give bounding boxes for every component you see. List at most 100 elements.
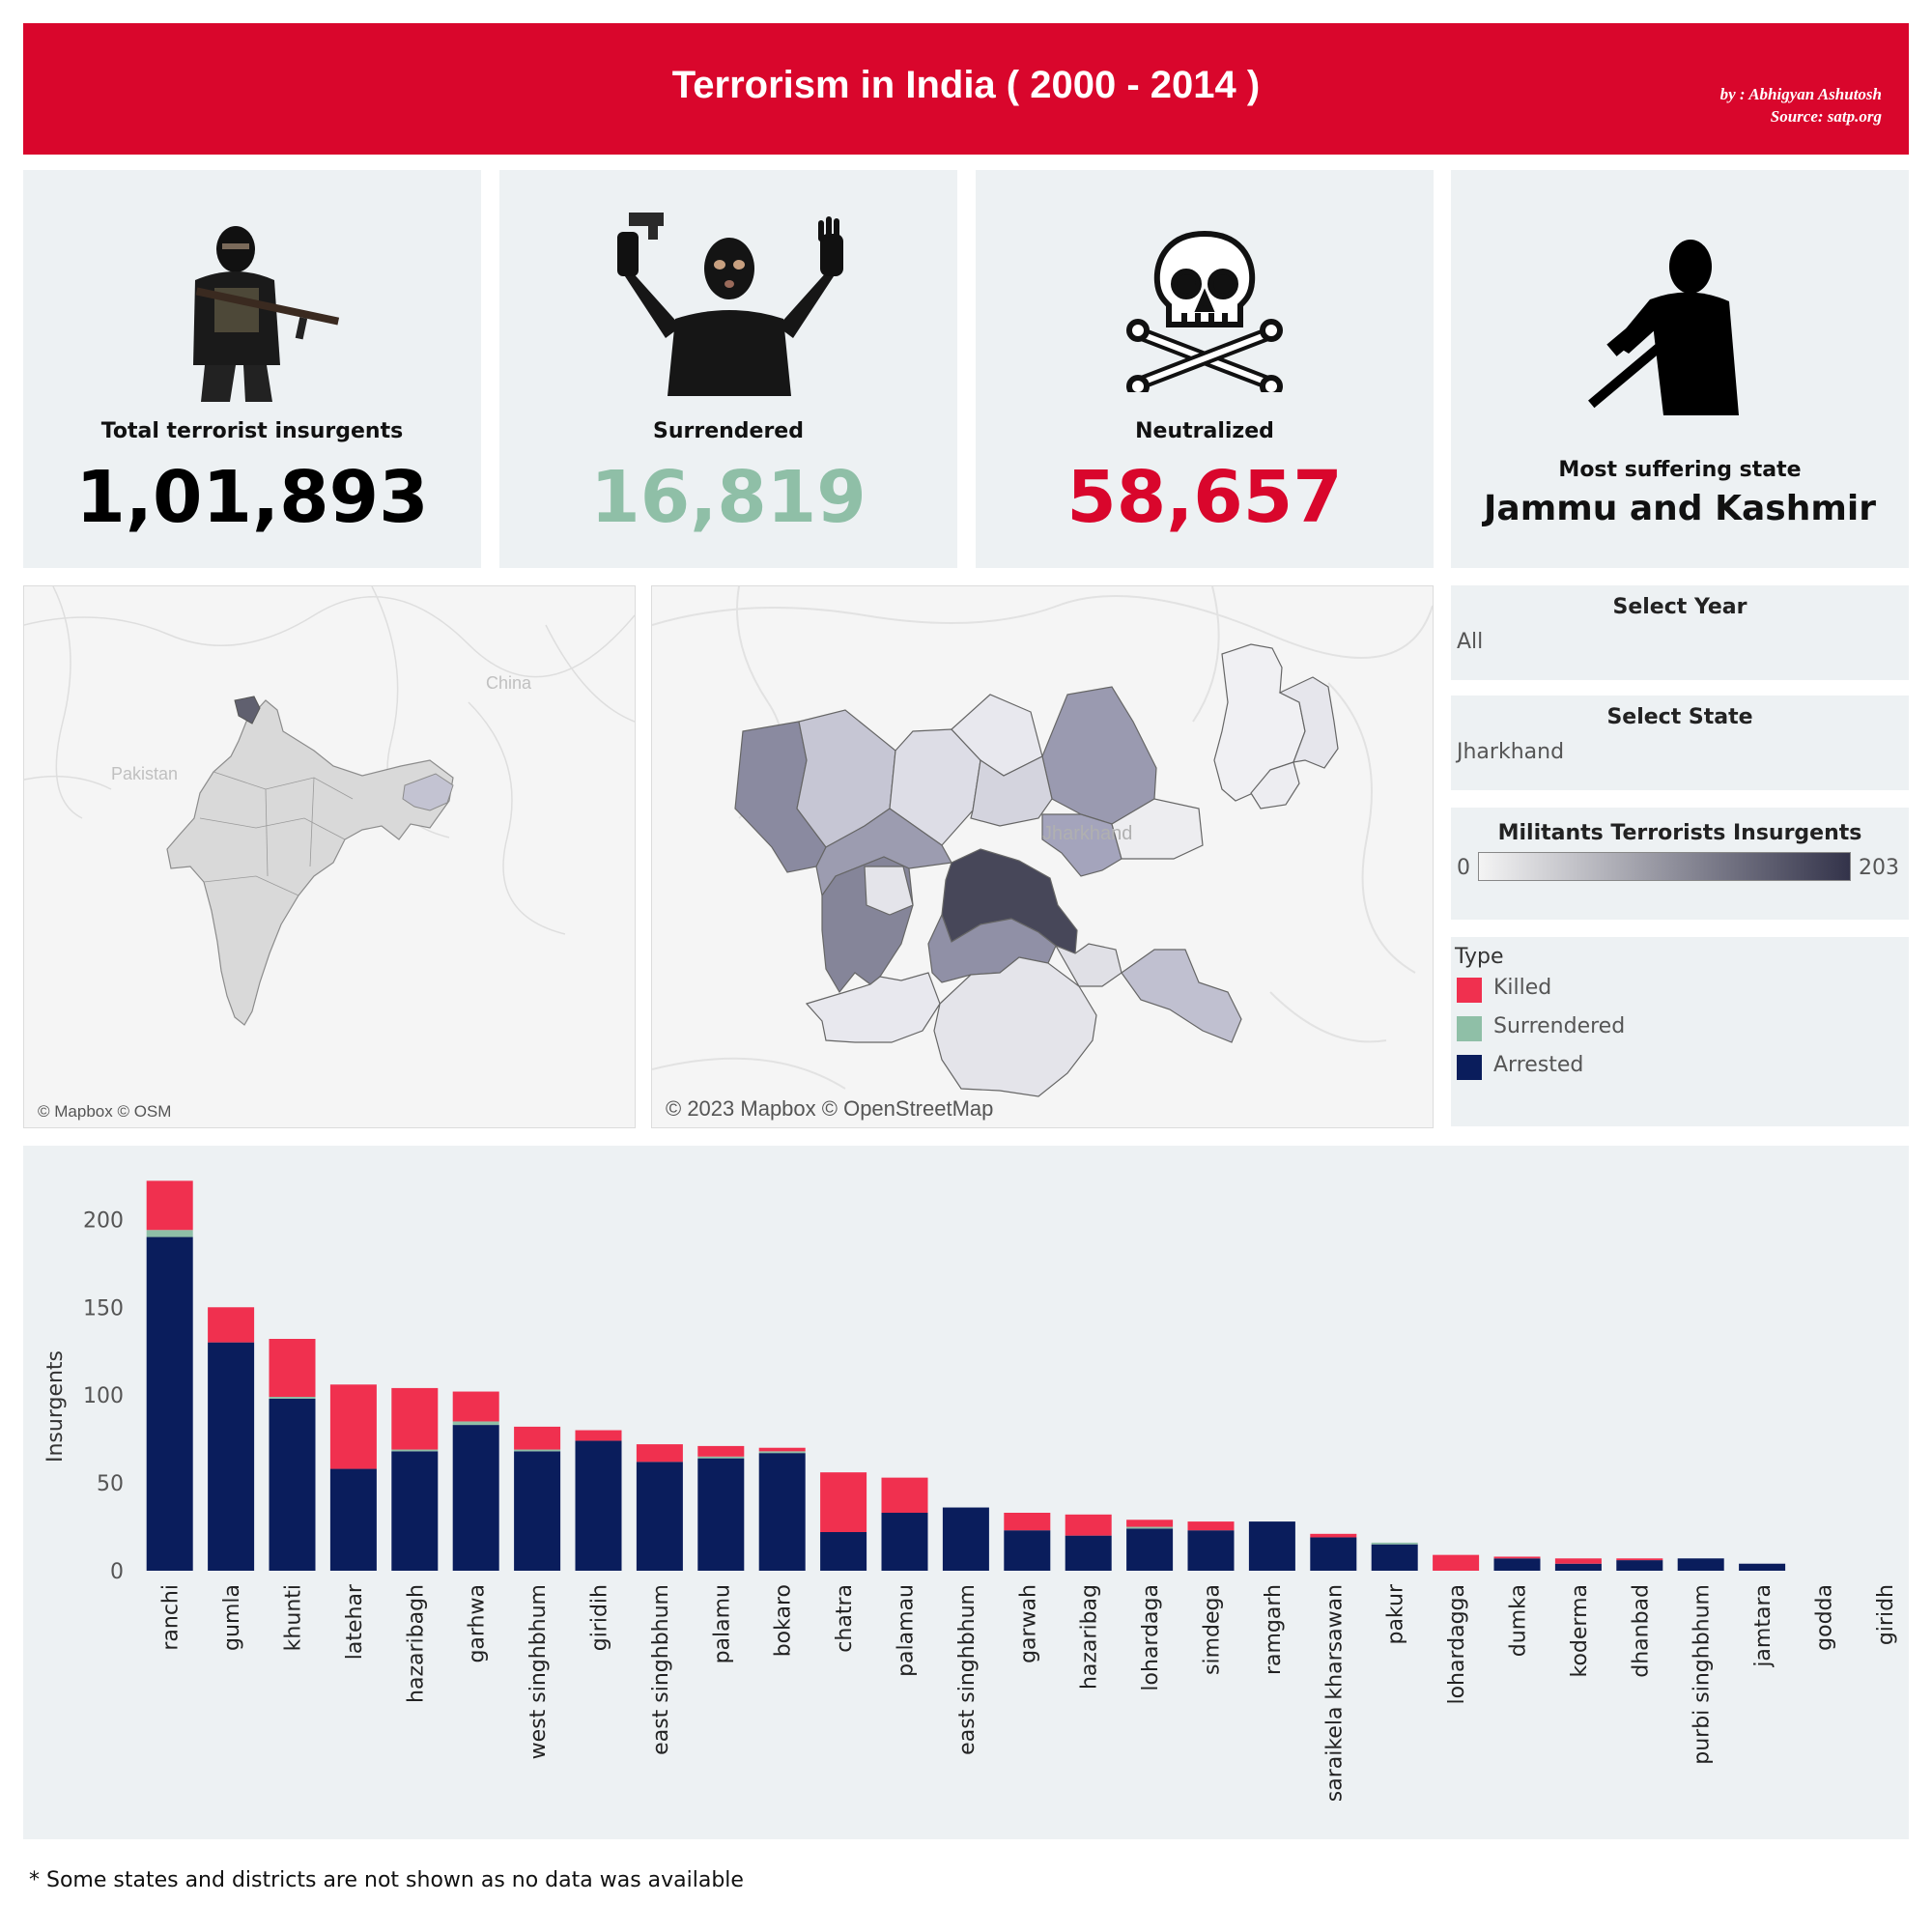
bar-killed[interactable] (146, 1180, 193, 1231)
state-map-credit: © 2023 Mapbox © OpenStreetMap (666, 1096, 994, 1121)
bar-killed[interactable] (1004, 1513, 1051, 1531)
bar-arrested[interactable] (452, 1425, 499, 1571)
bar-killed[interactable] (329, 1384, 377, 1469)
type-legend-title: Type (1455, 945, 1504, 969)
bar-killed[interactable] (1126, 1520, 1174, 1527)
bar-killed[interactable] (1554, 1558, 1602, 1564)
bar-killed[interactable] (881, 1477, 928, 1513)
select-year-value[interactable]: All (1457, 630, 1484, 654)
bar-arrested[interactable] (269, 1398, 316, 1571)
select-year-filter[interactable]: Select Year All (1451, 585, 1909, 680)
bar-killed[interactable] (1616, 1558, 1663, 1561)
bar-killed[interactable] (1065, 1514, 1112, 1536)
bar-arrested[interactable] (758, 1453, 806, 1571)
legend-label-arrested[interactable]: Arrested (1493, 1053, 1584, 1077)
bar-arrested[interactable] (1065, 1535, 1112, 1571)
bar-killed[interactable] (1493, 1556, 1541, 1559)
color-legend-ramp (1478, 852, 1851, 881)
legend-label-killed[interactable]: Killed (1493, 976, 1552, 1000)
x-tick-label: chatra (833, 1584, 857, 1653)
bar-arrested[interactable] (1248, 1521, 1295, 1571)
legend-swatch-arrested[interactable] (1457, 1055, 1482, 1080)
state-map[interactable]: Jharkhand © 2023 Mapbox © OpenStreetMap (651, 585, 1434, 1128)
map-label-china: China (486, 673, 532, 693)
y-tick-label: 100 (83, 1384, 124, 1408)
bar-killed[interactable] (391, 1387, 439, 1450)
x-tick-label: east singhbhum (649, 1584, 673, 1755)
map-label-jharkhand: Jharkhand (1042, 823, 1132, 844)
india-map-credit: © Mapbox © OSM (38, 1102, 172, 1121)
bar-arrested[interactable] (1004, 1530, 1051, 1571)
select-state-value[interactable]: Jharkhand (1457, 740, 1565, 764)
bar-killed[interactable] (269, 1339, 316, 1397)
bar-arrested[interactable] (575, 1440, 622, 1571)
kpi-card-surrendered: Surrendered 16,819 (499, 170, 957, 568)
bar-killed[interactable] (820, 1472, 867, 1532)
bar-surrendered[interactable] (269, 1397, 316, 1399)
bar-arrested[interactable] (208, 1342, 255, 1571)
legend-swatch-surrendered[interactable] (1457, 1016, 1482, 1041)
bar-arrested[interactable] (514, 1451, 561, 1571)
bar-arrested[interactable] (1616, 1560, 1663, 1571)
bar-surrendered[interactable] (1371, 1542, 1418, 1545)
bar-arrested[interactable] (1493, 1558, 1541, 1571)
india-map-canvas: China Pakistan (23, 585, 636, 1026)
bar-arrested[interactable] (820, 1532, 867, 1571)
y-tick-label: 200 (83, 1208, 124, 1233)
select-state-filter[interactable]: Select State Jharkhand (1451, 696, 1909, 790)
select-year-title: Select Year (1612, 595, 1747, 619)
soldier-silhouette-icon (1575, 238, 1768, 419)
map-label-pakistan: Pakistan (111, 764, 178, 783)
kpi-neutralized-value: 58,657 (1066, 456, 1343, 539)
legend-label-surrendered[interactable]: Surrendered (1493, 1014, 1626, 1038)
bar-killed[interactable] (452, 1391, 499, 1422)
bar-chart: 0 50 100 150 200 Insurgents ranchi gumla khunti l… (43, 1180, 1898, 1802)
bar-surrendered[interactable] (697, 1456, 745, 1459)
byline-source: Source: satp.org (1770, 107, 1882, 126)
bar-arrested[interactable] (391, 1451, 439, 1571)
bar-arrested[interactable] (329, 1468, 377, 1571)
kpi-card-total: Total terrorist insurgents 1,01,893 (23, 170, 481, 568)
bar-surrendered[interactable] (758, 1451, 806, 1454)
bar-killed[interactable] (1433, 1554, 1480, 1571)
bar-killed[interactable] (1187, 1521, 1235, 1531)
bar-arrested[interactable] (1739, 1563, 1786, 1571)
select-state-title: Select State (1606, 705, 1753, 729)
y-tick-label: 0 (110, 1560, 124, 1584)
bar-surrendered[interactable] (391, 1449, 439, 1452)
skull-crossbones-icon (1122, 228, 1287, 398)
color-legend-min: 0 (1457, 856, 1470, 880)
bar-arrested[interactable] (1310, 1537, 1357, 1571)
bar-arrested[interactable] (881, 1513, 928, 1571)
bar-arrested[interactable] (1371, 1544, 1418, 1571)
bar-killed[interactable] (208, 1307, 255, 1343)
bar-surrendered[interactable] (1126, 1526, 1174, 1529)
kpi-most-suffering-label: Most suffering state (1558, 458, 1802, 482)
bar-surrendered[interactable] (514, 1449, 561, 1452)
bar-arrested[interactable] (1126, 1528, 1174, 1571)
bar-arrested[interactable] (1677, 1558, 1724, 1571)
bar-killed[interactable] (514, 1426, 561, 1450)
bar-arrested[interactable] (942, 1507, 989, 1571)
bar-killed[interactable] (1310, 1533, 1357, 1538)
x-tick-label: garhwa (466, 1584, 490, 1663)
bar-arrested[interactable] (636, 1462, 683, 1571)
color-legend-title: Militants Terrorists Insurgents (1497, 821, 1862, 845)
legend-swatch-killed[interactable] (1457, 978, 1482, 1003)
bar-killed[interactable] (636, 1444, 683, 1463)
bar-arrested[interactable] (146, 1236, 193, 1571)
bar-killed[interactable] (575, 1430, 622, 1441)
gunman-icon (166, 220, 350, 408)
bar-arrested[interactable] (1187, 1530, 1235, 1571)
bar-arrested[interactable] (1554, 1563, 1602, 1571)
kpi-card-neutralized: Neutralized 58,657 (976, 170, 1434, 568)
bar-surrendered[interactable] (146, 1230, 193, 1237)
bar-killed[interactable] (697, 1445, 745, 1457)
x-tick-label: ramgarh (1262, 1584, 1286, 1675)
bar-surrendered[interactable] (452, 1421, 499, 1426)
bar-chart-panel: 0 50 100 150 200 Insurgents ranchi gumla khunti l… (23, 1146, 1909, 1839)
bar-arrested[interactable] (697, 1458, 745, 1571)
type-legend: Type Killed Surrendered Arrested (1451, 937, 1909, 1126)
india-map[interactable]: China Pakistan © Mapbox © OSM (23, 585, 636, 1128)
bar-killed[interactable] (758, 1447, 806, 1452)
